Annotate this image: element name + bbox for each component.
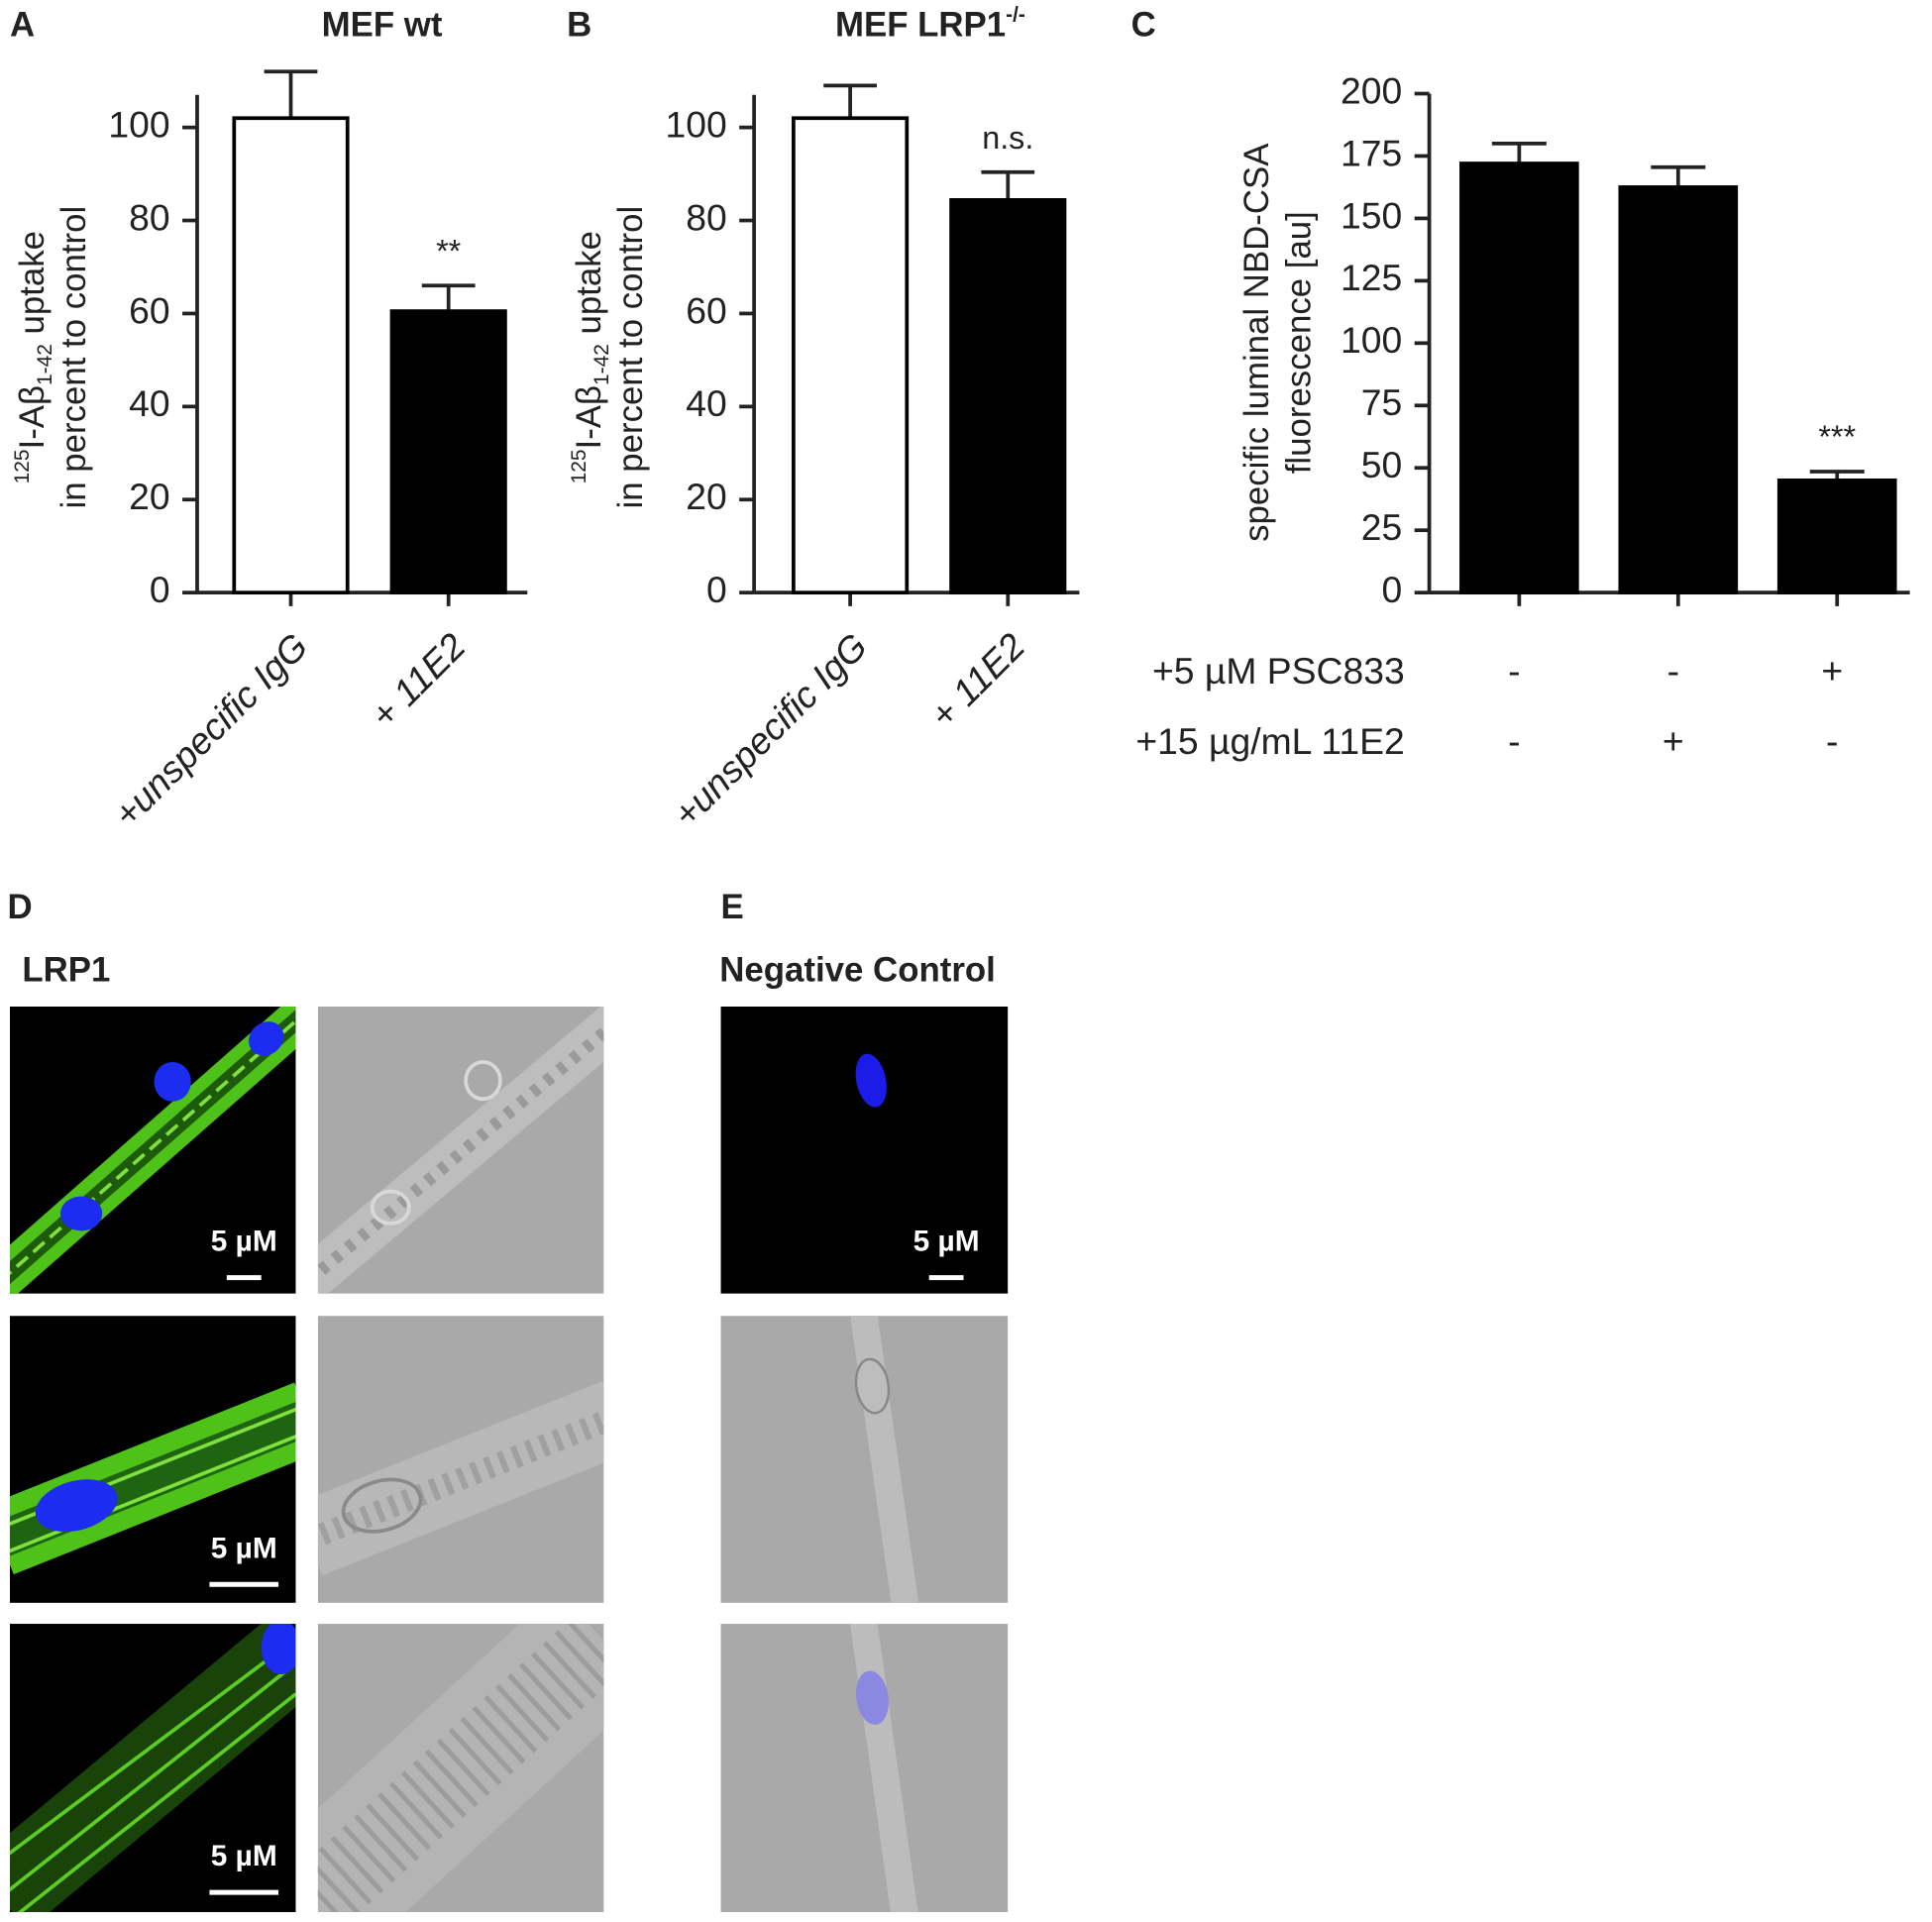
y-axis-label: in percent to control <box>54 206 93 509</box>
condition-value: - <box>1667 650 1679 692</box>
x-tick-label: +unspecific IgG <box>105 625 315 835</box>
scale-bar-label: 5 µM <box>211 1532 277 1564</box>
y-axis-label: 125I-Aβ1-42 uptake <box>568 231 613 483</box>
significance-label: n.s. <box>982 120 1033 156</box>
panel-title: Negative Control <box>719 950 996 989</box>
micrograph-d-fluor-2 <box>9 1316 296 1603</box>
y-axis-label: fluorescence [au] <box>1279 211 1318 474</box>
y-tick-label: 100 <box>666 103 727 145</box>
chart-title: MEF LRP1-/- <box>835 3 1025 44</box>
y-tick-label: 20 <box>129 476 170 517</box>
scale-bar-label: 5 µM <box>211 1840 277 1872</box>
micrograph-d-fluor-3 <box>9 1624 296 1913</box>
y-tick-label: 25 <box>1361 506 1402 548</box>
micrograph-d-brightfield-1 <box>317 1007 604 1294</box>
scale-bar <box>209 1275 964 1895</box>
y-tick-label: 50 <box>1361 444 1402 485</box>
significance-label: *** <box>1818 419 1856 455</box>
micrograph-d-fluor-1 <box>9 1007 296 1294</box>
y-axis-label: 125I-Aβ1-42 uptake <box>11 231 56 483</box>
condition-value: - <box>1508 650 1520 692</box>
bar <box>1459 161 1579 595</box>
condition-label: +5 µM PSC833 <box>1152 650 1405 692</box>
y-tick-label: 40 <box>129 382 170 424</box>
y-tick-label: 80 <box>686 196 727 238</box>
y-tick-label: 200 <box>1341 69 1402 111</box>
y-tick-label: 125 <box>1341 257 1402 298</box>
y-axis-label-part: I-Aβ <box>570 385 608 450</box>
y-axis-label: specific luminal NBD-CSA <box>1237 143 1276 542</box>
micrograph-e-merge <box>720 1624 1009 1913</box>
condition-value: - <box>1826 720 1838 762</box>
bar <box>949 198 1067 595</box>
panel-letter: B <box>567 6 591 45</box>
bar <box>792 116 910 595</box>
micrograph-e-brightfield <box>720 1316 1009 1603</box>
y-axis-label-part: uptake <box>570 231 608 344</box>
y-tick-label: 60 <box>129 289 170 331</box>
bar <box>1776 478 1897 595</box>
y-tick-label: 60 <box>686 289 727 331</box>
y-axis-label-part: 125 <box>11 449 34 483</box>
y-axis-label-part: 1-42 <box>590 344 613 385</box>
x-tick-label: + 11E2 <box>921 625 1032 736</box>
y-axis-label-part: 125 <box>568 449 590 483</box>
y-tick-label: 100 <box>108 103 169 145</box>
chart-title-part: -/- <box>1006 3 1025 26</box>
y-tick-label: 0 <box>1381 569 1402 610</box>
y-axis-label: in percent to control <box>611 206 650 509</box>
panel-letter: A <box>10 6 35 45</box>
panel-letter: D <box>7 888 32 926</box>
scale-bar-label: 5 µM <box>913 1226 980 1258</box>
panel-letter: E <box>721 888 744 926</box>
y-axis-label-part: specific luminal NBD-CSA <box>1237 143 1276 542</box>
y-tick-label: 175 <box>1341 132 1402 173</box>
y-axis-label-part: I-Aβ <box>13 385 52 450</box>
panel-title: LRP1 <box>22 950 110 989</box>
condition-value: + <box>1663 720 1684 762</box>
chart-title-part: MEF wt <box>322 6 443 45</box>
x-tick-label: +unspecific IgG <box>665 625 875 835</box>
y-axis-label-part: in percent to control <box>54 206 93 509</box>
y-tick-label: 20 <box>686 476 727 517</box>
y-axis-label-part: in percent to control <box>611 206 650 509</box>
y-tick-label: 150 <box>1341 194 1402 236</box>
micrograph-d-brightfield-3 <box>317 1624 604 1913</box>
bar <box>389 309 507 595</box>
panel-letter: C <box>1131 6 1156 45</box>
y-tick-label: 0 <box>706 569 727 610</box>
y-axis-label-part: fluorescence [au] <box>1279 211 1318 474</box>
y-tick-label: 40 <box>686 382 727 424</box>
y-tick-label: 100 <box>1341 319 1402 361</box>
y-tick-label: 75 <box>1361 381 1402 423</box>
condition-label: +15 µg/mL 11E2 <box>1135 720 1404 762</box>
y-tick-label: 0 <box>150 569 170 610</box>
bar <box>232 116 350 595</box>
scale-bar-label: 5 µM <box>211 1226 277 1258</box>
chart-title-part: MEF LRP1 <box>835 6 1006 45</box>
y-tick-label: 80 <box>129 196 170 238</box>
x-tick-label: + 11E2 <box>363 625 474 736</box>
micrograph-e-fluor <box>720 1007 1009 1294</box>
y-axis-label-part: 1-42 <box>34 344 56 385</box>
chart-title: MEF wt <box>322 6 443 45</box>
condition-value: + <box>1821 650 1843 692</box>
significance-label: ** <box>436 233 462 268</box>
y-axis-label-part: uptake <box>13 231 52 344</box>
bar <box>1618 185 1739 595</box>
condition-value: - <box>1508 720 1520 762</box>
micrograph-d-brightfield-2 <box>317 1316 604 1603</box>
